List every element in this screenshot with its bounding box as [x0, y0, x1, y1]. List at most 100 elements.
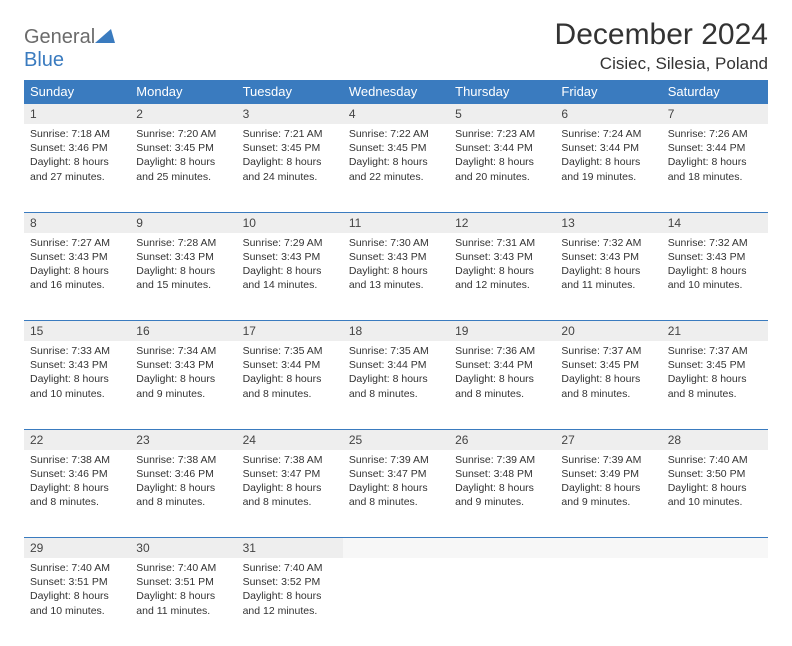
sunset-line: Sunset: 3:44 PM: [455, 141, 549, 155]
daylight-line: Daylight: 8 hours and 15 minutes.: [136, 264, 230, 292]
day-number-cell: [343, 538, 449, 559]
day-cell-content: Sunrise: 7:23 AMSunset: 3:44 PMDaylight:…: [449, 124, 555, 190]
sunset-line: Sunset: 3:48 PM: [455, 467, 549, 481]
day-number-cell: 3: [237, 104, 343, 125]
sunset-line: Sunset: 3:50 PM: [668, 467, 762, 481]
day-number-cell: 4: [343, 104, 449, 125]
daylight-line: Daylight: 8 hours and 8 minutes.: [243, 481, 337, 509]
day-number-cell: 17: [237, 321, 343, 342]
day-number-cell: 7: [662, 104, 768, 125]
sunset-line: Sunset: 3:45 PM: [136, 141, 230, 155]
day-number-cell: 19: [449, 321, 555, 342]
daylight-line: Daylight: 8 hours and 8 minutes.: [455, 372, 549, 400]
sunset-line: Sunset: 3:51 PM: [136, 575, 230, 589]
day-cell-content: Sunrise: 7:38 AMSunset: 3:46 PMDaylight:…: [24, 450, 130, 516]
day-number-cell: 20: [555, 321, 661, 342]
day-cell: Sunrise: 7:35 AMSunset: 3:44 PMDaylight:…: [343, 341, 449, 429]
sunset-line: Sunset: 3:44 PM: [455, 358, 549, 372]
day-cell-content: Sunrise: 7:40 AMSunset: 3:52 PMDaylight:…: [237, 558, 343, 624]
sunset-line: Sunset: 3:43 PM: [30, 358, 124, 372]
day-cell-content: Sunrise: 7:35 AMSunset: 3:44 PMDaylight:…: [237, 341, 343, 407]
day-cell: Sunrise: 7:39 AMSunset: 3:49 PMDaylight:…: [555, 450, 661, 538]
day-cell: Sunrise: 7:38 AMSunset: 3:46 PMDaylight:…: [130, 450, 236, 538]
day-cell: Sunrise: 7:40 AMSunset: 3:52 PMDaylight:…: [237, 558, 343, 646]
day-cell-content: Sunrise: 7:21 AMSunset: 3:45 PMDaylight:…: [237, 124, 343, 190]
day-cell-content: Sunrise: 7:24 AMSunset: 3:44 PMDaylight:…: [555, 124, 661, 190]
sunrise-line: Sunrise: 7:40 AM: [30, 561, 124, 575]
title-block: December 2024 Cisiec, Silesia, Poland: [555, 18, 768, 74]
sunset-line: Sunset: 3:46 PM: [30, 467, 124, 481]
sunset-line: Sunset: 3:43 PM: [30, 250, 124, 264]
daylight-line: Daylight: 8 hours and 8 minutes.: [668, 372, 762, 400]
sunset-line: Sunset: 3:43 PM: [136, 358, 230, 372]
day-cell: Sunrise: 7:40 AMSunset: 3:51 PMDaylight:…: [24, 558, 130, 646]
day-cell-content: Sunrise: 7:37 AMSunset: 3:45 PMDaylight:…: [662, 341, 768, 407]
daylight-line: Daylight: 8 hours and 19 minutes.: [561, 155, 655, 183]
day-content-row: Sunrise: 7:38 AMSunset: 3:46 PM Daylight:…: [24, 450, 768, 538]
day-cell-content: Sunrise: 7:40 AMSunset: 3:51 PMDaylight:…: [130, 558, 236, 624]
weekday-header-row: SundayMondayTuesdayWednesdayThursdayFrid…: [24, 80, 768, 104]
sunset-line: Sunset: 3:43 PM: [455, 250, 549, 264]
day-cell-content: Sunrise: 7:34 AMSunset: 3:43 PMDaylight:…: [130, 341, 236, 407]
daylight-line: Daylight: 8 hours and 12 minutes.: [455, 264, 549, 292]
day-cell-content: Sunrise: 7:18 AMSunset: 3:46 PMDaylight:…: [24, 124, 130, 190]
daylight-line: Daylight: 8 hours and 25 minutes.: [136, 155, 230, 183]
sunset-line: Sunset: 3:45 PM: [349, 141, 443, 155]
day-content-row: Sunrise: 7:18 AMSunset: 3:46 PMDaylight:…: [24, 124, 768, 212]
weekday-header: Saturday: [662, 80, 768, 104]
day-cell: Sunrise: 7:32 AMSunset: 3:43 PMDaylight:…: [555, 233, 661, 321]
day-cell-content: Sunrise: 7:32 AMSunset: 3:43 PMDaylight:…: [662, 233, 768, 299]
sunset-line: Sunset: 3:44 PM: [668, 141, 762, 155]
day-cell: Sunrise: 7:22 AMSunset: 3:45 PMDaylight:…: [343, 124, 449, 212]
day-cell-content: Sunrise: 7:32 AMSunset: 3:43 PMDaylight:…: [555, 233, 661, 299]
day-cell: Sunrise: 7:18 AMSunset: 3:46 PMDaylight:…: [24, 124, 130, 212]
daylight-line: Daylight: 8 hours and 9 minutes.: [136, 372, 230, 400]
daylight-line: Daylight: 8 hours and 24 minutes.: [243, 155, 337, 183]
day-number-cell: 25: [343, 429, 449, 450]
day-number-cell: 15: [24, 321, 130, 342]
weekday-header: Tuesday: [237, 80, 343, 104]
logo-text: General Blue: [24, 26, 115, 72]
daylight-line: Daylight: 8 hours and 22 minutes.: [349, 155, 443, 183]
day-number-row: 22232425262728: [24, 429, 768, 450]
sunset-line: Sunset: 3:43 PM: [668, 250, 762, 264]
page-title: December 2024: [555, 18, 768, 52]
day-number-cell: 29: [24, 538, 130, 559]
sunset-line: Sunset: 3:45 PM: [561, 358, 655, 372]
day-cell-content: Sunrise: 7:29 AMSunset: 3:43 PMDaylight:…: [237, 233, 343, 299]
daylight-line: Daylight: 8 hours and 8 minutes.: [136, 481, 230, 509]
day-number-cell: 24: [237, 429, 343, 450]
day-number-row: 15161718192021: [24, 321, 768, 342]
day-number-cell: 28: [662, 429, 768, 450]
day-cell: Sunrise: 7:35 AMSunset: 3:44 PMDaylight:…: [237, 341, 343, 429]
sunrise-line: Sunrise: 7:32 AM: [668, 236, 762, 250]
day-cell: Sunrise: 7:34 AMSunset: 3:43 PMDaylight:…: [130, 341, 236, 429]
day-cell: Sunrise: 7:27 AMSunset: 3:43 PMDaylight:…: [24, 233, 130, 321]
day-cell: Sunrise: 7:24 AMSunset: 3:44 PMDaylight:…: [555, 124, 661, 212]
sunrise-line: Sunrise: 7:21 AM: [243, 127, 337, 141]
day-cell-content: Sunrise: 7:38 AMSunset: 3:47 PMDaylight:…: [237, 450, 343, 516]
daylight-line: Daylight: 8 hours and 8 minutes.: [349, 481, 443, 509]
daylight-line: Daylight: 8 hours and 9 minutes.: [561, 481, 655, 509]
weekday-header: Thursday: [449, 80, 555, 104]
daylight-line: Daylight: 8 hours and 20 minutes.: [455, 155, 549, 183]
sunrise-line: Sunrise: 7:26 AM: [668, 127, 762, 141]
day-cell-content: Sunrise: 7:28 AMSunset: 3:43 PMDaylight:…: [130, 233, 236, 299]
day-cell: Sunrise: 7:36 AMSunset: 3:44 PMDaylight:…: [449, 341, 555, 429]
daylight-line: Daylight: 8 hours and 27 minutes.: [30, 155, 124, 183]
day-cell: Sunrise: 7:32 AMSunset: 3:43 PMDaylight:…: [662, 233, 768, 321]
day-cell: Sunrise: 7:38 AMSunset: 3:46 PMDaylight:…: [24, 450, 130, 538]
day-cell: [662, 558, 768, 646]
day-number-cell: 27: [555, 429, 661, 450]
sunrise-line: Sunrise: 7:38 AM: [30, 453, 124, 467]
daylight-line: Daylight: 8 hours and 13 minutes.: [349, 264, 443, 292]
daylight-line: Daylight: 8 hours and 8 minutes.: [561, 372, 655, 400]
sunset-line: Sunset: 3:43 PM: [561, 250, 655, 264]
sunrise-line: Sunrise: 7:40 AM: [668, 453, 762, 467]
sunset-line: Sunset: 3:44 PM: [243, 358, 337, 372]
day-number-cell: 1: [24, 104, 130, 125]
weekday-header: Wednesday: [343, 80, 449, 104]
header: General Blue December 2024 Cisiec, Siles…: [24, 18, 768, 74]
sunset-line: Sunset: 3:43 PM: [349, 250, 443, 264]
sunrise-line: Sunrise: 7:22 AM: [349, 127, 443, 141]
